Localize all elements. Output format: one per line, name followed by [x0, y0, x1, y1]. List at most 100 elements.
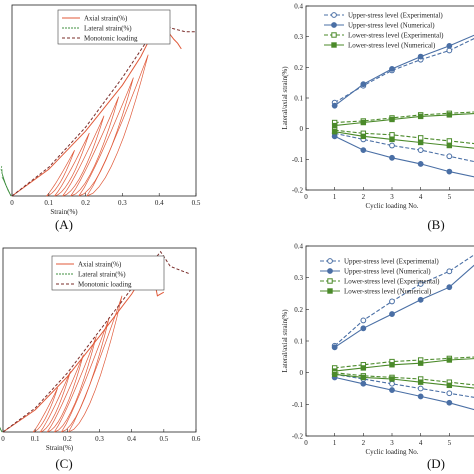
- data-point: [360, 119, 367, 126]
- x-tick-label: 5: [448, 193, 452, 201]
- monotonic-curve: [2, 250, 190, 433]
- data-point: [417, 379, 424, 385]
- legend-label: Upper-stress level (Experimental): [344, 258, 439, 266]
- x-tick-label: 0.3: [118, 199, 127, 207]
- legend-label: Lower-stress level (Experimental): [344, 278, 440, 286]
- legend-label: Lower-stress level (Numerical): [348, 42, 436, 50]
- x-tick-label: 3: [390, 193, 394, 201]
- loop-curve: [46, 150, 75, 197]
- lateral-strain-curve: [0, 165, 12, 197]
- data-point: [331, 129, 338, 135]
- y-tick-label: -0.1: [292, 401, 304, 409]
- x-tick-label: 1: [333, 193, 337, 201]
- data-point: [446, 357, 453, 363]
- lateral-curves: [0, 165, 12, 197]
- legend-marker: [327, 278, 333, 284]
- data-point: [360, 81, 367, 88]
- x-tick-label: 0.5: [192, 199, 201, 207]
- data-point: [446, 42, 453, 49]
- panel-c: 0 0.1 0.2 0.3 0.4 0.5 0.6 Strain(%) Axial strain…: [0, 247, 201, 471]
- data-point: [389, 362, 395, 368]
- data-point: [446, 153, 453, 160]
- data-point: [417, 385, 424, 392]
- y-tick-label: 0.2: [294, 64, 303, 72]
- series-line: [334, 129, 474, 145]
- x-tick-label: 0.4: [127, 435, 136, 443]
- y-tick-label: 0: [300, 125, 304, 133]
- axial-strain-curve: [11, 19, 182, 197]
- panel-caption: (C): [55, 456, 72, 471]
- legend-label: Axial strain(%): [84, 15, 128, 23]
- x-tick-label: 2: [362, 193, 366, 201]
- series-line: [334, 38, 474, 104]
- y-tick-label: -0.1: [292, 156, 304, 164]
- x-tick-label: 0: [304, 193, 308, 201]
- data-point: [389, 116, 395, 123]
- x-tick-label: 0.3: [95, 435, 104, 443]
- loop-curve: [68, 295, 123, 433]
- loop-curve: [54, 336, 97, 433]
- legend-marker: [327, 268, 333, 274]
- data-point: [446, 284, 453, 291]
- series-line: [334, 264, 474, 348]
- data-point: [417, 139, 424, 146]
- x-tick-label: 0: [1, 435, 5, 443]
- data-point: [389, 387, 395, 393]
- data-point: [417, 113, 424, 120]
- data-point: [446, 399, 453, 406]
- panel-caption: (D): [427, 456, 445, 471]
- y-tick-label: 0.2: [294, 306, 303, 314]
- y-tick-label: 0.1: [294, 95, 303, 103]
- x-axis-label: Strain(%): [46, 444, 74, 452]
- series-line: [334, 373, 474, 398]
- x-axis-label: Cyclic loading No.: [365, 448, 418, 456]
- data-point: [389, 380, 395, 387]
- x-axis-label: Cyclic loading No.: [365, 202, 418, 210]
- panel-b: -0.2-0.100.10.20.30.40123456Cyclic loadi…: [281, 3, 474, 232]
- cyclic-loops: [46, 54, 149, 197]
- x-tick-label: 1: [333, 439, 337, 447]
- legend: Axial strain(%) Lateral strain(%) Monotoni…: [51, 255, 165, 291]
- series-line: [334, 373, 474, 389]
- data-point: [446, 47, 453, 54]
- data-point: [417, 147, 424, 154]
- data-point: [331, 133, 338, 140]
- legend-marker: [327, 258, 333, 264]
- x-axis-label: Strain(%): [50, 208, 78, 216]
- data-point: [331, 102, 338, 109]
- panel-caption: (B): [427, 217, 444, 232]
- data-point: [360, 380, 367, 387]
- series-line: [334, 112, 474, 127]
- legend-marker: [327, 288, 333, 294]
- legend-label: Upper-stress level (Numerical): [348, 22, 435, 30]
- lateral-strain-curve: [1, 169, 12, 197]
- data-point: [417, 53, 424, 60]
- data-point: [360, 317, 367, 324]
- x-tick-label: 0: [304, 439, 308, 447]
- panel-d: -0.2-0.100.10.20.30.40123456Cyclic loadi…: [281, 243, 474, 471]
- data-point: [360, 147, 367, 154]
- panel-a: 0 0.1 0.2 0.3 0.4 0.5 Strain(%) Axial strain(%)…: [0, 4, 201, 232]
- loop-curve: [32, 387, 59, 433]
- series-line: [334, 356, 474, 369]
- data-point: [389, 132, 395, 138]
- legend: Upper-stress level (Experimental) Upper-s…: [324, 12, 444, 50]
- x-tick-label: 0.5: [159, 435, 168, 443]
- legend-box: [57, 9, 171, 45]
- series-line: [334, 358, 474, 372]
- panel-caption: (A): [55, 217, 73, 232]
- legend-marker: [331, 12, 337, 18]
- series-line: [334, 34, 474, 107]
- legend-marker: [331, 32, 337, 38]
- legend-label: Monotonic loading: [78, 281, 132, 289]
- loop-curve: [62, 115, 105, 197]
- data-point: [417, 360, 424, 366]
- y-tick-label: 0.1: [294, 338, 303, 346]
- x-tick-label: 5: [448, 439, 452, 447]
- data-point: [417, 161, 424, 167]
- legend: Upper-stress level (Experimental) Upper-s…: [320, 258, 440, 296]
- legend-label: Axial strain(%): [78, 261, 122, 269]
- loop-curve: [70, 96, 120, 197]
- y-axis-label: Lateral/axial strain(%): [281, 66, 289, 130]
